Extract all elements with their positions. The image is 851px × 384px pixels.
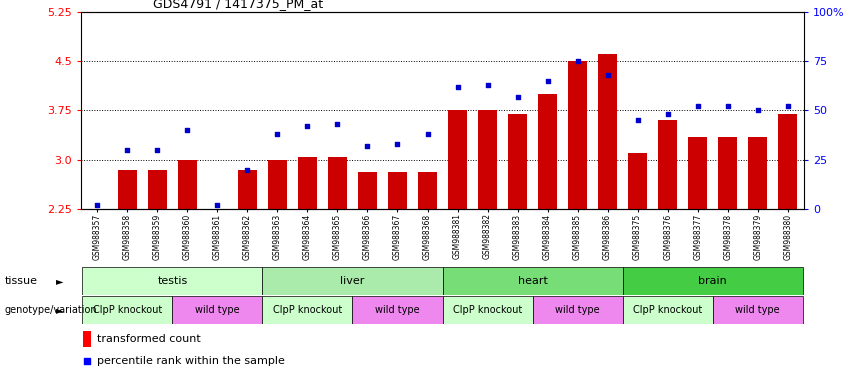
Bar [508,114,528,209]
Text: transformed count: transformed count [97,334,201,344]
Point [481,82,494,88]
Text: ►: ► [56,276,63,286]
Text: ►: ► [56,305,63,315]
Point [361,143,374,149]
Bar [117,170,137,209]
Bar [173,296,262,324]
Bar [388,172,408,209]
Point [210,202,224,209]
Point [601,72,614,78]
Bar [658,120,677,209]
Text: wild type: wild type [195,305,240,315]
Point [90,202,104,209]
Text: wild type: wild type [735,305,780,315]
Point [571,58,585,64]
Bar [357,172,377,209]
Text: genotype/variation: genotype/variation [4,305,97,315]
Bar [623,296,712,324]
Point [121,147,134,153]
Bar [83,267,262,295]
Bar [718,137,738,209]
Bar [178,160,197,209]
Point [391,141,404,147]
Text: ClpP knockout: ClpP knockout [273,305,342,315]
Point [331,121,345,127]
Bar [298,157,317,209]
Bar [623,267,802,295]
Bar [262,267,443,295]
Point [241,167,254,173]
Text: heart: heart [517,276,547,286]
Bar [568,61,587,209]
Text: liver: liver [340,276,365,286]
Bar [83,331,90,347]
Text: ClpP knockout: ClpP knockout [453,305,523,315]
Point [691,103,705,109]
Bar [83,296,173,324]
Bar [352,296,443,324]
Text: wild type: wild type [375,305,420,315]
Bar [477,111,497,209]
Bar [268,160,287,209]
Bar [448,111,467,209]
Text: ClpP knockout: ClpP knockout [93,305,162,315]
Bar [748,137,768,209]
Point [511,93,524,99]
Bar [712,296,802,324]
Point [180,127,194,133]
Bar [688,137,707,209]
Bar [533,296,623,324]
Point [151,147,164,153]
Bar [418,172,437,209]
Bar [628,153,648,209]
Bar [598,55,617,209]
Point [661,111,675,118]
Bar [147,170,167,209]
Text: wild type: wild type [555,305,600,315]
Bar [538,94,557,209]
Point [300,123,314,129]
Text: brain: brain [699,276,727,286]
Point [631,117,644,123]
Point [420,131,434,137]
Point [271,131,284,137]
Point [751,108,764,114]
Text: ClpP knockout: ClpP knockout [633,305,702,315]
Point [451,84,465,90]
Bar [443,296,533,324]
Bar [328,157,347,209]
Point [721,103,734,109]
Bar [778,114,797,209]
Text: GDS4791 / 1417375_PM_at: GDS4791 / 1417375_PM_at [153,0,323,10]
Bar [262,296,352,324]
Text: percentile rank within the sample: percentile rank within the sample [97,356,285,366]
Text: tissue: tissue [4,276,37,286]
Text: testis: testis [157,276,187,286]
Bar [237,170,257,209]
Bar [443,267,623,295]
Point [80,358,94,364]
Point [781,103,795,109]
Point [540,78,554,84]
